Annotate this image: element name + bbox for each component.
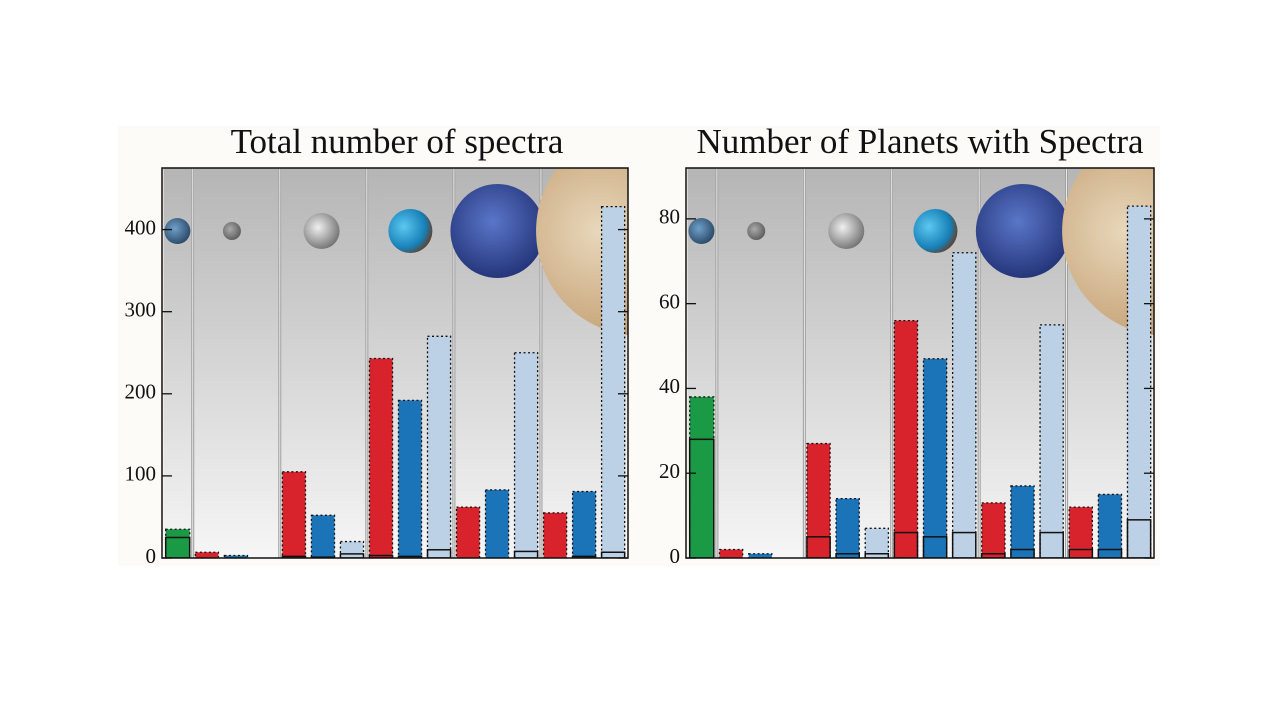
planet-image — [222, 222, 241, 240]
bar — [310, 514, 336, 558]
bar — [748, 553, 773, 558]
y-tick-label: 0 — [146, 544, 157, 568]
bar — [718, 548, 744, 558]
plot-area — [163, 168, 628, 558]
y-tick-label: 80 — [659, 205, 680, 229]
subset-bar — [513, 550, 539, 558]
planet-image — [303, 213, 340, 249]
plot-frame — [161, 167, 629, 559]
planet-image — [828, 213, 865, 249]
y-tick-label: 0 — [670, 544, 681, 568]
bar — [981, 502, 1006, 558]
bar — [951, 252, 977, 558]
bar — [1068, 506, 1094, 558]
bar — [571, 490, 597, 558]
subset-bar — [1126, 519, 1152, 558]
planet-image — [913, 209, 958, 253]
bar — [1097, 493, 1123, 558]
y-tick-label: 60 — [659, 289, 680, 313]
planet-image — [747, 222, 766, 240]
bar — [513, 352, 539, 558]
bar — [368, 357, 394, 558]
subset-bar — [951, 531, 977, 558]
plot-frame — [685, 167, 1155, 559]
chart-title: Number of Planets with Spectra — [696, 122, 1144, 161]
bar — [893, 319, 919, 558]
bar — [864, 527, 890, 558]
bar — [223, 554, 249, 558]
planet-image — [388, 209, 433, 253]
bar — [397, 399, 423, 558]
subset-bar — [688, 438, 715, 558]
bar — [484, 489, 510, 558]
bar — [1039, 324, 1064, 558]
y-tick-label: 200 — [125, 380, 157, 404]
bar — [281, 471, 307, 558]
y-tick-label: 300 — [125, 297, 157, 321]
plot-area — [687, 168, 1154, 558]
bar — [426, 335, 452, 558]
bar — [455, 506, 481, 558]
bar — [1010, 485, 1035, 558]
bar — [194, 551, 220, 558]
planet-image — [450, 184, 545, 278]
y-tick-label: 400 — [125, 215, 157, 239]
subset-bar — [368, 554, 394, 558]
subset-bar — [397, 555, 423, 558]
y-tick-label: 100 — [125, 462, 157, 486]
subset-bar — [893, 531, 919, 558]
planet-image — [975, 184, 1070, 278]
planet-image — [164, 218, 191, 244]
bar — [835, 498, 860, 558]
y-tick-label: 40 — [659, 374, 680, 398]
bar — [542, 512, 568, 558]
subset-bar — [571, 555, 597, 558]
subset-bar — [281, 555, 307, 558]
bar — [600, 205, 626, 558]
bar — [1126, 205, 1152, 558]
bar — [339, 540, 365, 558]
planet-image — [688, 218, 715, 244]
bar — [806, 442, 831, 558]
bar — [689, 396, 715, 558]
chart-title: Total number of spectra — [231, 122, 564, 161]
y-tick-label: 20 — [659, 459, 680, 483]
subset-bar — [164, 536, 191, 558]
bar — [922, 358, 948, 558]
subset-bar — [426, 549, 452, 558]
bar — [165, 528, 191, 558]
subset-bar — [1039, 531, 1064, 558]
